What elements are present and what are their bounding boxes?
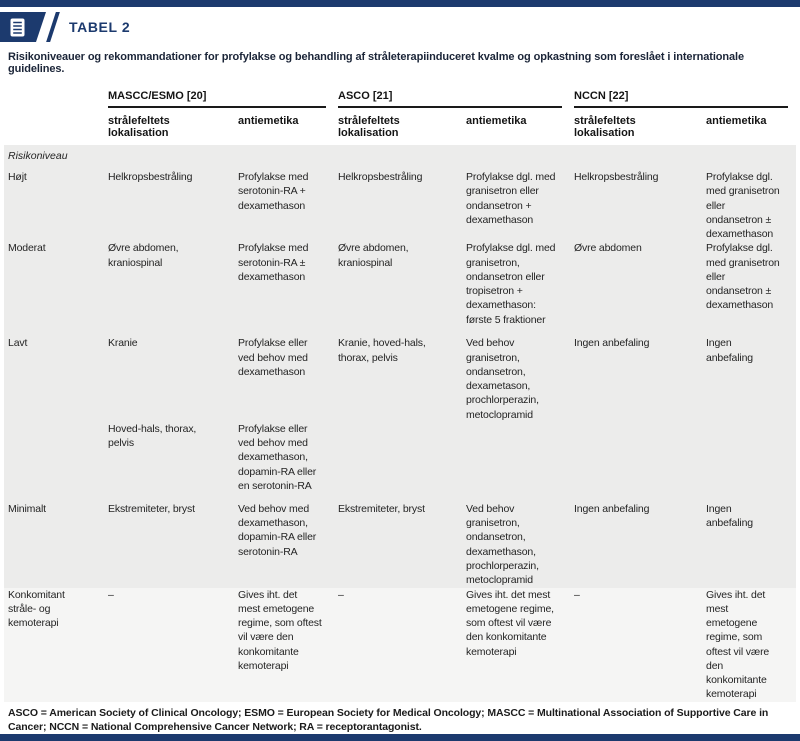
column-header-antiemetic-nccn: antiemetika bbox=[706, 115, 767, 127]
table-cell: Profylakse eller ved behov med dexametha… bbox=[238, 422, 317, 492]
table-cell: Gives iht. det mest emetogene regime, so… bbox=[706, 588, 770, 701]
table-cell: Øvre abdomen, kraniospinal bbox=[108, 242, 179, 269]
table-cell: Gives iht. det mest emetogene regime, so… bbox=[466, 588, 554, 658]
group-header-spacer bbox=[8, 90, 108, 108]
table-row: Moderat Øvre abdomen, kraniospinal Profyla… bbox=[8, 241, 792, 336]
table-row: Lavt Kranie Profylakse eller ved behov med… bbox=[8, 336, 792, 422]
table-caption: Risikoniveauer og rekommandationer for p… bbox=[8, 51, 745, 75]
risk-level-cell: Konkomitant stråle- og kemoterapi bbox=[8, 588, 65, 630]
risk-level-cell: Højt bbox=[8, 171, 27, 183]
table-cell: Øvre abdomen bbox=[574, 242, 642, 255]
table-cell: Helkropsbestråling bbox=[338, 171, 423, 183]
group-header-row: MASCC/ESMO [20] ASCO [21] NCCN [22] bbox=[8, 90, 800, 108]
bottom-accent-bar bbox=[0, 734, 800, 741]
table-cell: Helkropsbestråling bbox=[108, 171, 193, 183]
table-cell: Profylakse dgl. med granisetron eller on… bbox=[706, 242, 780, 312]
section-row: Risikoniveau bbox=[8, 150, 792, 170]
table-row: Minimalt Ekstremiteter, bryst Ved behov me… bbox=[8, 502, 792, 588]
table-cell: – bbox=[574, 588, 580, 601]
risk-level-cell: Lavt bbox=[8, 337, 28, 350]
table-row: Hoved-hals, thorax, pelvis Profylakse ell… bbox=[8, 422, 792, 502]
table-cell: Gives iht. det mest emetogene regime, so… bbox=[238, 588, 322, 672]
table-title: TABEL 2 bbox=[69, 19, 131, 35]
table-cell: Profylakse dgl. med granisetron eller on… bbox=[466, 171, 556, 226]
table-cell: Ingen anbefaling bbox=[574, 337, 650, 350]
table-cell: Ved behov med dexamethason, dopamin-RA e… bbox=[238, 502, 317, 558]
table-cell: Ingen anbefaling bbox=[574, 502, 650, 515]
top-accent-bar bbox=[0, 0, 800, 7]
column-header-location-nccn: strålefeltets lokalisation bbox=[574, 115, 636, 139]
table-badge bbox=[0, 12, 46, 42]
column-header-spacer bbox=[8, 115, 108, 145]
table-cell: Profylakse med serotonin-RA ± dexamethas… bbox=[238, 242, 309, 283]
table-cell: Øvre abdomen, kraniospinal bbox=[338, 242, 409, 269]
group-header-mascc-esmo: MASCC/ESMO [20] bbox=[108, 90, 326, 108]
abbreviations-footnote: ASCO = American Society of Clinical Onco… bbox=[8, 706, 769, 733]
table-cell: Kranie, hoved-hals, thorax, pelvis bbox=[338, 337, 426, 364]
table-cell: Ved behov granisetron, ondansetron, dexa… bbox=[466, 502, 539, 587]
table-cell: Kranie bbox=[108, 337, 138, 350]
table-cell: Ekstremiteter, bryst bbox=[338, 502, 425, 515]
table-cell: Ekstremiteter, bryst bbox=[108, 502, 195, 515]
document-icon bbox=[10, 18, 25, 37]
table-cell: Ingen anbefaling bbox=[706, 502, 753, 530]
column-header-antiemetic-mascc: antiemetika bbox=[238, 115, 299, 127]
column-header-location-asco: strålefeltets lokalisation bbox=[338, 115, 400, 139]
risk-level-cell: Minimalt bbox=[8, 502, 46, 515]
table-cell: Helkropsbestråling bbox=[574, 171, 659, 183]
table-row: Konkomitant stråle- og kemoterapi – Gives … bbox=[4, 587, 796, 702]
table-body: Risikoniveau Højt Helkropsbestråling Profyl… bbox=[4, 145, 796, 702]
table-cell: Ved behov granisetron, ondansetron, dexa… bbox=[466, 337, 539, 421]
risk-level-section-label: Risikoniveau bbox=[8, 150, 68, 162]
table-cell: Hoved-hals, thorax, pelvis bbox=[108, 422, 197, 450]
risk-level-cell: Moderat bbox=[8, 242, 46, 255]
table-cell: Profylakse dgl. med granisetron eller on… bbox=[706, 171, 780, 241]
table-head: MASCC/ESMO [20] ASCO [21] NCCN [22] strå… bbox=[0, 90, 800, 145]
table-cell: Ingen anbefaling bbox=[706, 337, 753, 364]
badge-slash-divider bbox=[46, 12, 60, 42]
column-header-row: strålefeltets lokalisation antiemetika s… bbox=[8, 115, 800, 145]
table-row: Højt Helkropsbestråling Profylakse med ser… bbox=[8, 170, 792, 241]
table-cell: Profylakse med serotonin-RA + dexamethas… bbox=[238, 171, 309, 212]
table-cell: Profylakse dgl. med granisetron, ondanse… bbox=[466, 242, 556, 326]
table-cell: – bbox=[108, 588, 114, 601]
table-header: TABEL 2 bbox=[0, 12, 800, 42]
group-header-asco: ASCO [21] bbox=[338, 90, 562, 108]
table-cell: Profylakse eller ved behov med dexametha… bbox=[238, 337, 308, 378]
group-header-nccn: NCCN [22] bbox=[574, 90, 788, 108]
table-cell: – bbox=[338, 588, 344, 601]
column-header-location-mascc: strålefeltets lokalisation bbox=[108, 115, 170, 139]
column-header-antiemetic-asco: antiemetika bbox=[466, 115, 527, 127]
